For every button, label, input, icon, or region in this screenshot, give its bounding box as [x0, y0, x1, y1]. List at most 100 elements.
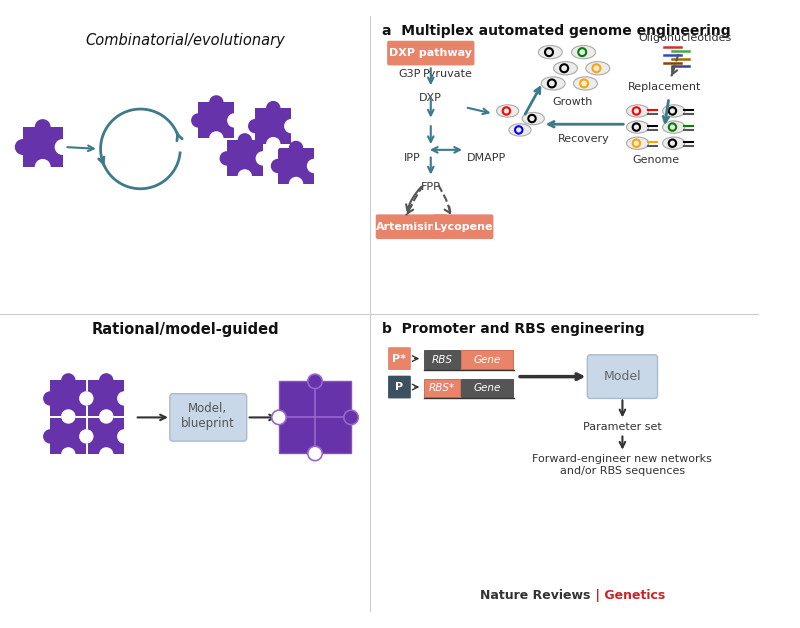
- Circle shape: [209, 95, 223, 110]
- Ellipse shape: [574, 77, 598, 90]
- Circle shape: [61, 411, 75, 426]
- Circle shape: [81, 429, 95, 443]
- Circle shape: [117, 429, 131, 443]
- Text: Nature Reviews: Nature Reviews: [480, 590, 590, 602]
- Text: Model: Model: [604, 370, 642, 383]
- Ellipse shape: [662, 137, 685, 149]
- Circle shape: [238, 133, 252, 148]
- Text: Replacement: Replacement: [627, 82, 701, 92]
- Circle shape: [99, 447, 114, 462]
- Circle shape: [266, 101, 281, 116]
- FancyBboxPatch shape: [226, 141, 263, 176]
- FancyBboxPatch shape: [88, 418, 124, 455]
- FancyBboxPatch shape: [278, 148, 314, 184]
- FancyBboxPatch shape: [50, 418, 86, 455]
- Text: Lycopene: Lycopene: [434, 222, 492, 232]
- Text: G3P: G3P: [398, 69, 421, 79]
- FancyBboxPatch shape: [88, 381, 124, 416]
- Text: IPP: IPP: [404, 153, 421, 163]
- Circle shape: [117, 391, 131, 406]
- Circle shape: [99, 409, 114, 424]
- Circle shape: [266, 137, 281, 151]
- Ellipse shape: [497, 105, 518, 117]
- FancyBboxPatch shape: [170, 394, 246, 441]
- Text: DXP pathway: DXP pathway: [390, 48, 472, 58]
- Circle shape: [272, 410, 286, 425]
- Text: Oligonucleotides: Oligonucleotides: [638, 33, 732, 43]
- Text: Pyruvate: Pyruvate: [423, 69, 473, 79]
- Text: Model,
blueprint: Model, blueprint: [181, 401, 234, 430]
- FancyBboxPatch shape: [587, 355, 658, 398]
- Text: Artemisinin: Artemisinin: [376, 222, 448, 232]
- FancyBboxPatch shape: [198, 102, 234, 138]
- Text: FPP: FPP: [421, 182, 441, 192]
- Circle shape: [256, 151, 270, 166]
- Circle shape: [308, 447, 322, 461]
- Text: Gene: Gene: [473, 383, 501, 393]
- Text: Genome: Genome: [632, 154, 679, 165]
- Circle shape: [79, 391, 94, 406]
- Circle shape: [238, 169, 252, 183]
- Circle shape: [307, 159, 322, 173]
- Circle shape: [219, 151, 234, 166]
- Circle shape: [191, 113, 206, 127]
- FancyBboxPatch shape: [461, 379, 514, 398]
- FancyBboxPatch shape: [376, 214, 448, 239]
- Ellipse shape: [662, 105, 685, 117]
- Text: Gene: Gene: [473, 355, 501, 364]
- Circle shape: [43, 391, 58, 406]
- Text: DMAPP: DMAPP: [467, 153, 506, 163]
- Circle shape: [284, 119, 298, 133]
- Circle shape: [61, 373, 75, 387]
- Text: b  Promoter and RBS engineering: b Promoter and RBS engineering: [382, 322, 645, 335]
- Text: P*: P*: [393, 354, 406, 364]
- FancyBboxPatch shape: [424, 379, 460, 398]
- Circle shape: [289, 177, 303, 191]
- Circle shape: [308, 374, 322, 389]
- Text: Growth: Growth: [552, 97, 592, 107]
- Circle shape: [54, 139, 70, 155]
- FancyBboxPatch shape: [424, 350, 460, 369]
- Text: Rational/model-guided: Rational/model-guided: [91, 322, 279, 337]
- Circle shape: [344, 410, 358, 425]
- Circle shape: [34, 119, 50, 135]
- Ellipse shape: [522, 112, 544, 125]
- Text: Combinatorial/evolutionary: Combinatorial/evolutionary: [85, 33, 285, 48]
- Ellipse shape: [509, 124, 531, 136]
- Ellipse shape: [538, 45, 562, 59]
- FancyBboxPatch shape: [388, 376, 411, 398]
- FancyBboxPatch shape: [387, 41, 474, 65]
- Text: Recovery: Recovery: [558, 134, 610, 144]
- Text: a  Multiplex automated genome engineering: a Multiplex automated genome engineering: [382, 24, 731, 38]
- Ellipse shape: [554, 62, 578, 75]
- Circle shape: [81, 391, 95, 406]
- Circle shape: [61, 447, 75, 462]
- Text: | Genetics: | Genetics: [591, 590, 666, 602]
- Ellipse shape: [626, 121, 649, 133]
- Ellipse shape: [571, 45, 595, 59]
- Text: P: P: [395, 382, 403, 392]
- Circle shape: [79, 429, 94, 443]
- Circle shape: [209, 131, 223, 146]
- Ellipse shape: [626, 105, 649, 117]
- Circle shape: [248, 119, 262, 133]
- Ellipse shape: [662, 121, 685, 133]
- Text: DXP: DXP: [419, 93, 442, 103]
- Circle shape: [289, 141, 303, 155]
- Text: Parameter set: Parameter set: [583, 422, 662, 432]
- Circle shape: [99, 373, 114, 387]
- Text: RBS*: RBS*: [429, 383, 455, 393]
- FancyBboxPatch shape: [388, 347, 411, 370]
- FancyBboxPatch shape: [461, 350, 514, 369]
- Circle shape: [43, 429, 58, 443]
- Circle shape: [270, 159, 286, 173]
- Text: Forward-engineer new networks
and/or RBS sequences: Forward-engineer new networks and/or RBS…: [533, 455, 712, 476]
- Ellipse shape: [626, 137, 649, 149]
- Circle shape: [34, 159, 50, 175]
- Circle shape: [99, 411, 114, 426]
- Circle shape: [227, 113, 242, 127]
- FancyBboxPatch shape: [22, 127, 62, 167]
- FancyBboxPatch shape: [50, 381, 86, 416]
- Circle shape: [15, 139, 30, 155]
- Bar: [279, 381, 351, 453]
